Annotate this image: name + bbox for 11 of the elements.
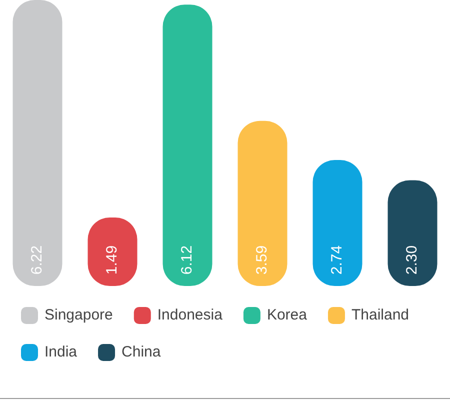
legend-label: India: [44, 344, 78, 361]
data-label: 2.74: [328, 245, 346, 275]
data-label: 6.12: [178, 245, 196, 275]
data-label: 3.59: [254, 245, 271, 275]
legend-label: China: [122, 344, 162, 361]
legend-label: Singapore: [44, 306, 113, 324]
legend-label: Indonesia: [157, 306, 224, 324]
legend-label: Thailand: [351, 306, 410, 324]
data-label: 1.49: [104, 245, 121, 275]
data-label: 2.30: [404, 245, 421, 275]
legend-label: Korea: [266, 306, 308, 324]
